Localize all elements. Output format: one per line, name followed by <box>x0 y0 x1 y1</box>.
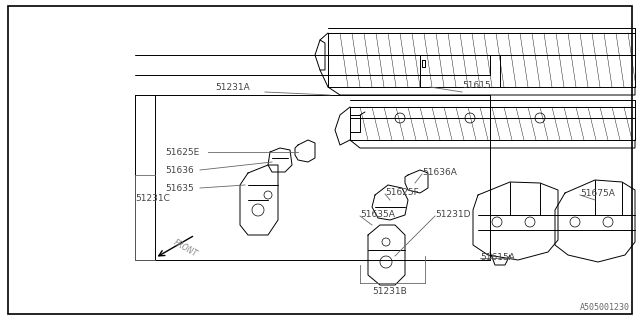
Text: 51625E: 51625E <box>165 148 199 156</box>
Text: 51636: 51636 <box>165 165 194 174</box>
Text: 51625F: 51625F <box>385 188 419 196</box>
Text: A505001230: A505001230 <box>580 303 630 312</box>
Text: FRONT: FRONT <box>172 238 198 258</box>
Text: 51636A: 51636A <box>422 167 457 177</box>
Text: 51615: 51615 <box>462 81 491 90</box>
Text: 51231A: 51231A <box>215 83 250 92</box>
Text: 51231D: 51231D <box>435 210 470 219</box>
Text: 51635A: 51635A <box>360 210 395 219</box>
Text: 51675A: 51675A <box>580 188 615 197</box>
Text: 51615A: 51615A <box>480 253 515 262</box>
Text: 51635: 51635 <box>165 183 194 193</box>
Text: 51231B: 51231B <box>372 287 408 296</box>
Text: 51231C: 51231C <box>135 194 170 203</box>
